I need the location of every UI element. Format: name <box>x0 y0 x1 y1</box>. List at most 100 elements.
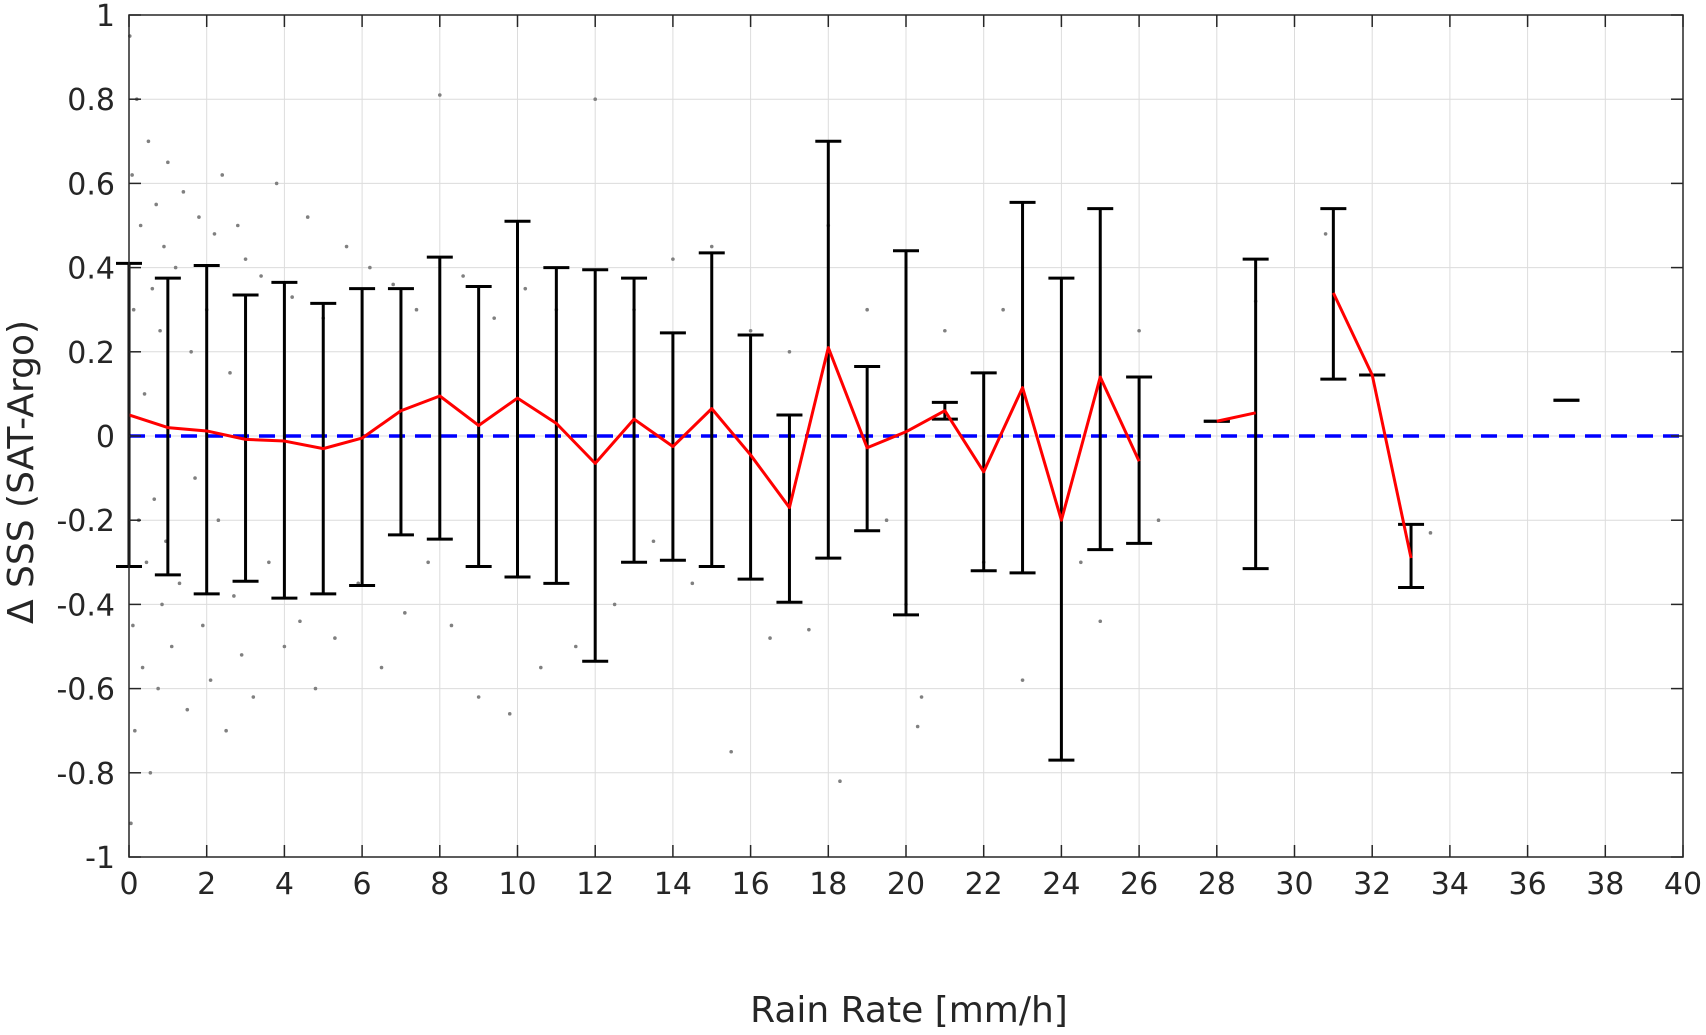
x-tick-label: 36 <box>1509 867 1547 902</box>
scatter-point <box>539 665 543 670</box>
scatter-point <box>507 712 512 716</box>
scatter-point <box>239 653 244 657</box>
scatter-point <box>438 93 442 97</box>
scatter-point <box>150 286 155 291</box>
error-bar <box>582 268 609 663</box>
scatter-point <box>313 686 318 691</box>
scatter-point <box>787 350 792 354</box>
x-tick-label: 0 <box>119 867 138 902</box>
scatter-point <box>216 518 221 522</box>
scatter-point <box>1001 307 1005 312</box>
scatter-point <box>1323 232 1328 236</box>
x-tick-label: 40 <box>1664 867 1702 902</box>
scatter-point <box>807 627 811 632</box>
scatter-point <box>160 602 164 607</box>
x-tick-label: 20 <box>887 867 925 902</box>
scatter-point <box>158 328 162 333</box>
y-tick-label: -0.6 <box>56 673 115 708</box>
scatter-point <box>391 282 395 287</box>
scatter-point <box>140 665 145 670</box>
x-tick-label: 10 <box>498 867 536 902</box>
scatter-point <box>193 476 197 480</box>
scatter-point <box>181 190 186 194</box>
x-tick-label: 22 <box>965 867 1003 902</box>
x-tick-label: 6 <box>353 867 372 902</box>
mean-line-segment <box>128 346 1141 522</box>
x-tick-label: 2 <box>197 867 216 902</box>
scatter-point <box>748 328 753 333</box>
scatter-point <box>573 644 578 649</box>
y-tick-label: -1 <box>85 841 115 876</box>
scatter-point <box>690 581 695 586</box>
y-axis-label: Δ SSS (SAT-Argo) <box>1 320 42 624</box>
scatter-point <box>146 139 151 144</box>
x-tick-label: 4 <box>275 867 294 902</box>
scatter-point <box>919 695 924 699</box>
scatter-point <box>189 350 193 354</box>
x-axis-label: Rain Rate [mm/h] <box>750 990 1068 1031</box>
scatter-point <box>197 215 201 219</box>
scatter-point <box>154 202 158 207</box>
scatter-point <box>709 244 714 249</box>
y-tick-label: -0.4 <box>56 588 115 623</box>
mean-line-segment <box>1216 411 1256 423</box>
scatter-point <box>152 497 157 501</box>
x-tick-label: 12 <box>576 867 614 902</box>
scatter-point <box>426 560 430 565</box>
scatter-point <box>169 644 174 649</box>
scatter-point <box>173 265 178 270</box>
scatter-point <box>768 636 772 640</box>
scatter-point <box>305 215 310 219</box>
scatter-point <box>162 244 166 249</box>
scatter-point <box>403 611 407 615</box>
scatter-point <box>838 779 842 784</box>
scatter-point <box>131 623 135 628</box>
x-tick-label: 24 <box>1042 867 1080 902</box>
scatter-point <box>144 560 149 565</box>
x-tick-label: 30 <box>1275 867 1313 902</box>
scatter-point <box>612 602 617 607</box>
y-tick-label: 0 <box>96 420 115 455</box>
scatter-point <box>368 265 372 270</box>
scatter-point <box>185 707 190 712</box>
scatter-point <box>142 392 147 396</box>
scatter-point <box>1137 328 1141 333</box>
scatter-point <box>131 307 136 312</box>
x-tick-label: 8 <box>430 867 449 902</box>
scatter-point <box>133 728 137 733</box>
scatter-point <box>333 636 337 640</box>
scatter-point <box>177 581 182 586</box>
scatter-point <box>267 560 271 565</box>
scatter-point <box>884 518 889 522</box>
scatter-point <box>461 274 465 278</box>
scatter-point <box>201 623 205 628</box>
x-tick-label: 14 <box>654 867 692 902</box>
scatter-point <box>671 257 675 261</box>
mean-line <box>128 292 1413 559</box>
scatter-point <box>729 749 733 754</box>
x-tick-label: 18 <box>809 867 847 902</box>
scatter-point <box>232 594 236 598</box>
scatter-point <box>166 160 170 165</box>
y-tick-label: 0.4 <box>67 252 115 287</box>
scatter-point <box>282 644 287 649</box>
scatter-point <box>1428 531 1433 535</box>
scatter-point <box>259 274 263 278</box>
mean-line-segment <box>1331 292 1413 559</box>
scatter-point <box>476 695 481 699</box>
y-tick-label: 0.8 <box>67 83 115 118</box>
scatter-point <box>274 181 279 186</box>
y-tick-label: 0.2 <box>67 336 115 371</box>
scatter-point <box>1079 560 1083 565</box>
scatter-point <box>449 623 454 628</box>
scatter-point <box>593 97 597 101</box>
scatter-point <box>208 678 213 682</box>
x-tick-label: 38 <box>1586 867 1624 902</box>
y-tick-label: -0.2 <box>56 504 115 539</box>
scatter-point <box>492 316 496 320</box>
scatter-point <box>1098 619 1103 624</box>
scatter-point <box>243 257 248 261</box>
x-tick-label: 28 <box>1198 867 1236 902</box>
error-bar <box>426 255 453 541</box>
